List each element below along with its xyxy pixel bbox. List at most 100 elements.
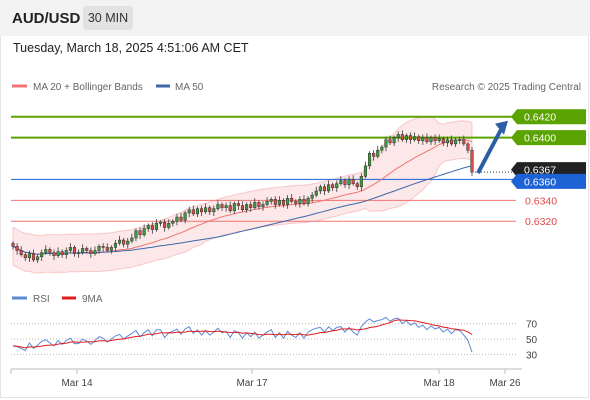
candle-body [470, 149, 474, 173]
candle-body [175, 216, 179, 222]
candle-body [204, 207, 208, 213]
candle-body [441, 138, 445, 144]
candle-body [64, 250, 68, 255]
candle-body [363, 165, 367, 177]
candle-body [187, 209, 191, 214]
candle-body [318, 186, 322, 192]
candle-body [93, 250, 97, 254]
candle-body [253, 202, 257, 208]
candle-body [101, 246, 105, 248]
candle-body [72, 247, 77, 254]
candle-body [322, 186, 327, 192]
candle-body [44, 249, 48, 253]
candle-body [417, 136, 421, 142]
candle-body [236, 203, 240, 206]
candle-body [191, 209, 195, 215]
candle-body [105, 247, 109, 251]
candle-body [400, 134, 404, 140]
legend-rsi-label: RSI [33, 294, 50, 305]
title-bar: AUD/USD 30 MIN [0, 0, 590, 36]
candlestick-series [11, 130, 474, 264]
candle-body [298, 199, 302, 204]
candle-body [392, 137, 396, 144]
candle-body [437, 138, 441, 142]
rsi-line [12, 316, 473, 353]
rsi-tick-label: 50 [526, 335, 538, 346]
candle-body [208, 207, 212, 213]
candle-body [380, 146, 384, 151]
candle-body [81, 248, 85, 253]
candle-body [220, 204, 224, 208]
legend-9ma-label: 9MA [82, 294, 103, 305]
candle-body [355, 183, 359, 188]
candle-body [314, 190, 318, 196]
candle-body [228, 205, 232, 212]
candle-body [56, 251, 60, 256]
candle-body [347, 179, 351, 185]
forecast-arrow-shaft [476, 126, 504, 175]
candle-body [384, 139, 388, 148]
candle-body [52, 252, 56, 256]
candle-body [306, 197, 310, 204]
candle-body [257, 202, 261, 207]
candle-body [167, 223, 171, 228]
candle-body [454, 139, 458, 145]
candle-body [343, 180, 347, 185]
candle-body [126, 240, 130, 245]
candle-body [359, 176, 363, 188]
candle-body [48, 249, 52, 253]
candle-body [130, 237, 134, 242]
rsi-tick-label: 70 [526, 320, 538, 331]
resistance-level-tag [511, 130, 586, 146]
candle-body [179, 216, 183, 221]
candle-body [286, 197, 290, 205]
candle-body [68, 247, 72, 251]
candle-body [273, 199, 277, 205]
candle-body [85, 248, 89, 251]
support-level-label: 0.6340 [525, 195, 557, 207]
candle-body [290, 197, 294, 202]
candle-body [408, 135, 413, 140]
pivot-level-tag [511, 173, 586, 189]
legend-ma50-label: MA 50 [175, 82, 204, 93]
chart-datetime: Tuesday, March 18, 2025 4:51:06 AM CET [13, 41, 249, 55]
candle-body [339, 180, 343, 184]
candle-body [23, 254, 27, 259]
candle-body [367, 153, 372, 167]
candle-body [154, 223, 158, 230]
candle-body [171, 220, 175, 224]
candle-body [413, 136, 417, 140]
candle-body [199, 208, 204, 213]
candle-body [158, 222, 163, 224]
pivot-level-label: 0.6360 [524, 176, 556, 188]
time-tick-label: Mar 26 [489, 378, 521, 389]
forecast-arrow-head [495, 120, 508, 135]
candle-body [142, 228, 146, 236]
candle-body [445, 139, 449, 144]
candle-body [134, 230, 138, 239]
candle-body [19, 250, 23, 255]
candle-body [15, 246, 19, 251]
time-tick-label: Mar 17 [236, 378, 268, 389]
forecast-arrow [476, 120, 508, 175]
candle-body [27, 253, 31, 259]
timeframe-button[interactable]: 30 MIN [83, 6, 133, 30]
legend-ma20-label: MA 20 + Bollinger Bands [33, 82, 143, 93]
candle-body [163, 222, 167, 228]
rsi-panel: 70 50 30 [11, 316, 538, 361]
time-tick-label: Mar 14 [61, 378, 93, 389]
resistance-level-tag [511, 109, 586, 125]
candle-body [331, 184, 335, 189]
candle-body [60, 251, 64, 255]
candle-body [249, 204, 253, 208]
candle-body [429, 137, 433, 143]
resistance-level-label: 0.6420 [524, 112, 556, 124]
candle-body [146, 225, 150, 229]
candle-body [425, 137, 429, 143]
candle-body [404, 135, 408, 140]
time-tick-label: Mar 18 [423, 378, 455, 389]
candle-body [396, 134, 400, 138]
candle-body [265, 201, 269, 205]
candle-body [31, 253, 36, 261]
